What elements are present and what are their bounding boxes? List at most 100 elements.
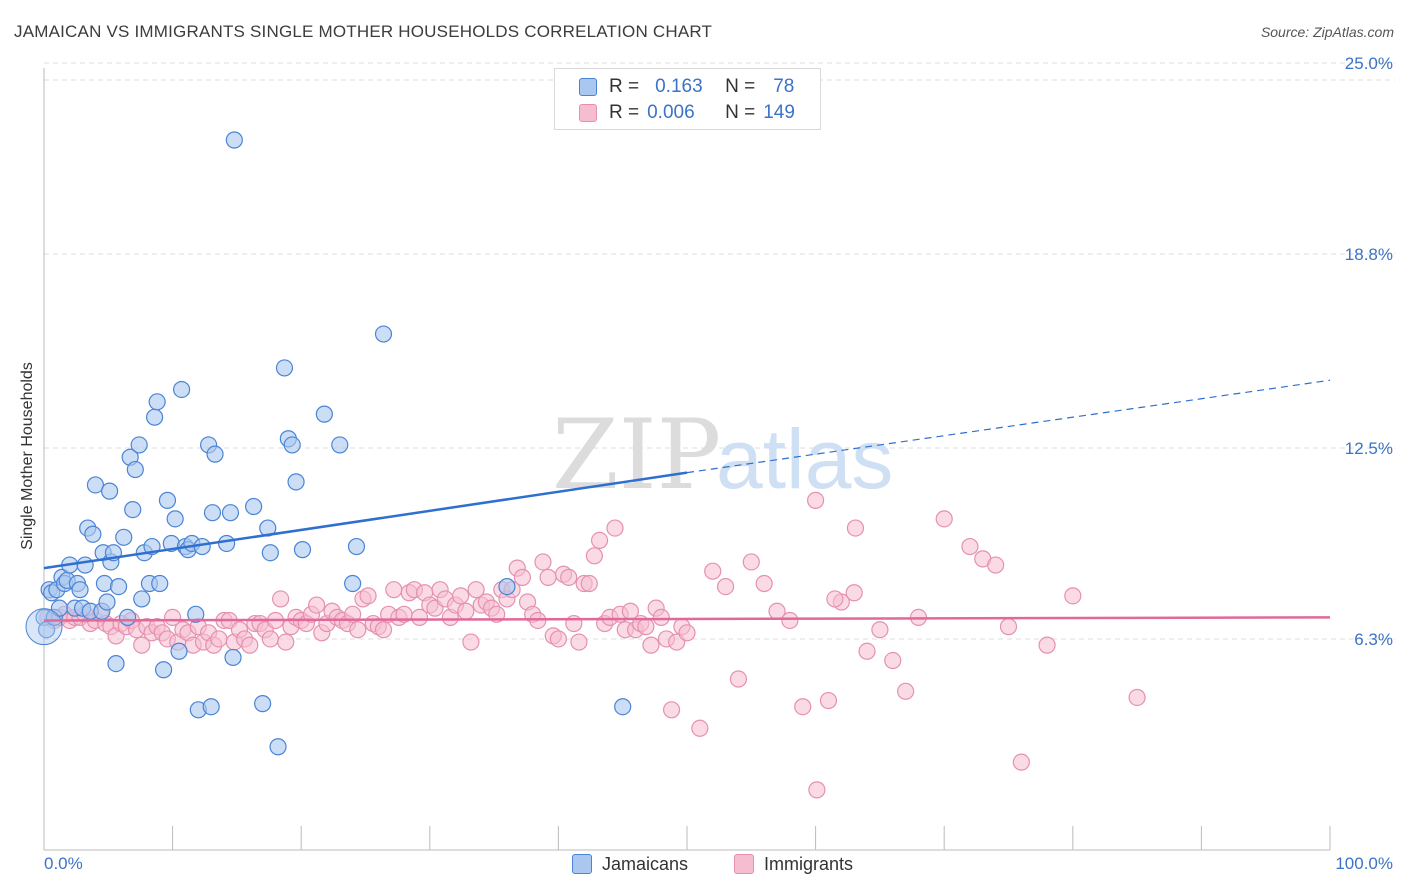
legend-item-immigrants[interactable]: Immigrants (734, 852, 853, 876)
r-label: R = (609, 102, 640, 123)
immigrants-point (999, 618, 1018, 636)
immigrants-point (277, 633, 295, 651)
immigrants-point (678, 624, 696, 642)
chart-title: JAMAICAN VS IMMIGRANTS SINGLE MOTHER HOU… (14, 22, 713, 41)
jamaicans-trend-line (43, 471, 688, 570)
jamaicans-point (148, 393, 166, 411)
jamaicans-point (261, 544, 279, 562)
jamaicans-point (225, 131, 243, 149)
legend-item-jamaicans[interactable]: Jamaicans (572, 852, 688, 876)
immigrants-point (729, 670, 748, 688)
jamaicans-point (275, 359, 294, 377)
jamaicans-point (115, 528, 133, 546)
jamaicans-point (287, 473, 305, 491)
legend-label: Immigrants (764, 853, 854, 874)
jamaicans-points (25, 131, 632, 756)
immigrants-point (884, 651, 902, 670)
immigrants-point (374, 621, 393, 639)
immigrants-point (133, 636, 151, 654)
immigrants-point (897, 682, 915, 700)
immigrants-point (344, 605, 362, 623)
watermark-zip: ZIP (552, 399, 721, 511)
jamaicans-point (130, 436, 148, 454)
immigrants-point (606, 519, 624, 537)
immigrants-point (539, 568, 557, 586)
jamaicans-point (254, 695, 272, 713)
immigrants-point (794, 698, 812, 716)
immigrants-points (39, 491, 1146, 799)
jamaicans-point (293, 541, 312, 559)
immigrants-point (755, 574, 773, 593)
immigrants-point (781, 611, 799, 630)
jamaicans-point (187, 605, 205, 623)
axes (43, 68, 1331, 851)
immigrants-point (457, 602, 475, 620)
immigrants-trend-line (43, 616, 1331, 622)
jamaicans-point (86, 476, 105, 494)
jamaicans-point (283, 436, 301, 454)
immigrants-point (845, 584, 863, 602)
y-tick-label: 12.5% (1345, 439, 1393, 458)
trend-lines (43, 379, 1331, 622)
legend-row-jamaicans: R = 0.163 N = 78 (579, 75, 794, 99)
x-tick-label-min: 0.0% (44, 854, 83, 873)
jamaicans-point (151, 574, 169, 593)
immigrants-point (570, 633, 588, 651)
jamaicans-point (170, 642, 188, 660)
tick-labels: 6.3% 12.5% 18.8% 25.0% 0.0% 100.0% (44, 54, 1393, 873)
immigrants-point (210, 630, 228, 648)
immigrants-point (385, 581, 403, 599)
n-label: N = (725, 76, 756, 97)
immigrants-point (549, 630, 568, 648)
immigrants-point (987, 556, 1005, 574)
jamaicans-point (84, 525, 102, 543)
jamaicans-point (25, 608, 63, 646)
immigrants-point (742, 553, 760, 571)
immigrants-point (691, 719, 709, 737)
immigrants-point (1012, 753, 1030, 771)
immigrants-point (585, 547, 604, 565)
jamaicans-point (109, 577, 128, 596)
immigrants-point (662, 701, 681, 719)
immigrants-point (462, 633, 480, 651)
jamaicans-point (95, 574, 114, 593)
jamaicans-point (154, 661, 173, 679)
y-tick-label: 18.8% (1345, 245, 1393, 264)
r-label: R = (609, 76, 640, 97)
immigrants-point (272, 590, 290, 608)
immigrants-point (961, 537, 979, 556)
jamaicans-point (71, 581, 89, 599)
source-label: Source: ZipAtlas.com (1260, 24, 1394, 40)
jamaicans-point (224, 648, 242, 667)
immigrants-point (513, 568, 531, 586)
jamaicans-point (245, 497, 263, 516)
immigrants-point (935, 510, 953, 528)
jamaicans-point (126, 460, 144, 479)
jamaicans-point (203, 504, 222, 522)
immigrants-point (642, 636, 660, 654)
n-value: 149 (763, 102, 795, 123)
immigrants-point (819, 691, 838, 710)
jamaicans-point (498, 577, 516, 596)
jamaicans-point (124, 501, 142, 519)
correlation-legend: R = 0.163 N = 78 R = 0.006 N = 149 (554, 68, 821, 130)
jamaicans-point (221, 504, 240, 522)
immigrants-point (359, 587, 377, 605)
immigrants-point (1038, 636, 1056, 654)
immigrants-point (452, 587, 470, 605)
legend-label: Jamaicans (602, 853, 689, 874)
immigrants-point (637, 618, 655, 636)
watermark-atlas: atlas (716, 412, 893, 506)
gridlines (44, 62, 1395, 640)
y-tick-label: 25.0% (1345, 54, 1393, 73)
jamaicans-point (374, 325, 393, 343)
immigrants-point (826, 590, 844, 608)
jamaicans-point (315, 405, 333, 423)
jamaicans-point (614, 698, 632, 716)
immigrants-point (1128, 688, 1146, 707)
jamaicans-point (202, 698, 220, 716)
immigrants-point (241, 636, 259, 654)
jamaicans-point (107, 654, 125, 673)
jamaicans-point (133, 590, 151, 608)
n-label: N = (725, 102, 756, 123)
